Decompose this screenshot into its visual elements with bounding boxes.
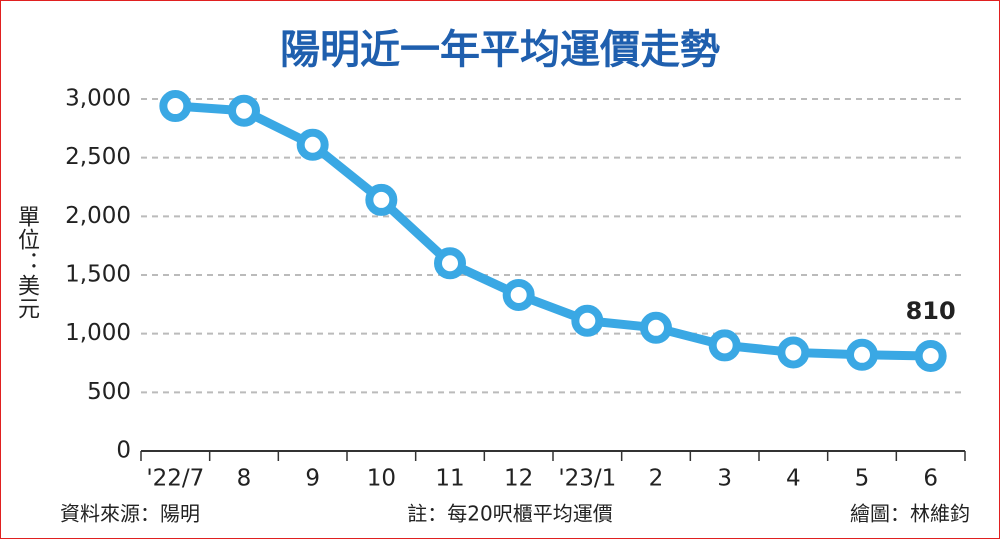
x-tick-label: 6 (923, 466, 938, 492)
x-tick-label: 11 (435, 466, 464, 492)
marker (365, 183, 398, 216)
x-tick-label: 2 (649, 466, 664, 492)
x-tick-label: 5 (855, 466, 870, 492)
y-tick-label: 500 (87, 379, 131, 405)
y-axis-label: 單位：美元 (14, 205, 39, 320)
marker (571, 304, 604, 337)
line (175, 101, 931, 361)
marker (434, 247, 466, 280)
x-tick-label: 8 (237, 466, 252, 492)
credit: 繪圖：林維鈞 (850, 502, 970, 526)
chart-title: 陽明近一年平均運價走勢 (280, 27, 720, 73)
x-tick-label: '22/7 (146, 466, 204, 492)
marker (640, 311, 672, 344)
x-tick-label: '23/1 (558, 466, 616, 492)
marker (846, 338, 878, 371)
source: 資料來源：陽明 (60, 502, 200, 526)
x-tick-label: 9 (305, 466, 320, 492)
x-tick-label: 10 (367, 466, 396, 492)
x-tick-label: 4 (786, 466, 801, 492)
marker (228, 94, 260, 127)
y-tick-label: 1,500 (65, 262, 131, 288)
note: 註：每20呎櫃平均運價 (407, 502, 612, 526)
y-tick-label: 3,000 (65, 86, 131, 112)
x-tick-label: 3 (717, 466, 732, 492)
marker (777, 336, 810, 369)
marker (914, 339, 947, 372)
marker (502, 278, 535, 311)
data-label: 810 (906, 297, 956, 325)
marker (708, 329, 741, 362)
y-tick-label: 0 (116, 438, 131, 464)
marker (296, 128, 329, 161)
x-tick-label: 12 (504, 466, 533, 492)
y-tick-label: 1,000 (65, 320, 131, 346)
y-tick-label: 2,000 (65, 203, 131, 229)
y-tick-label: 2,500 (65, 144, 131, 170)
marker (159, 90, 192, 123)
